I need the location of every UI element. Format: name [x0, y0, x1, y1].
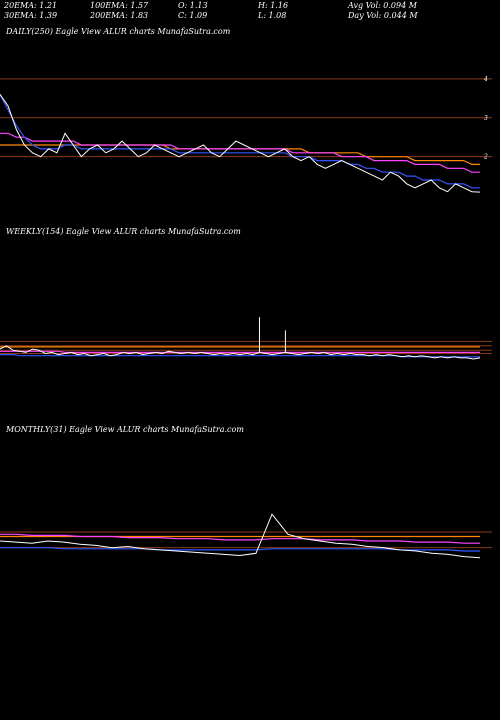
avg-vol-stat: Avg Vol: 0.094 M — [348, 1, 417, 10]
ema20-stat: 20EMA: 1.21 — [4, 1, 58, 10]
daily-ytick-label: 2 — [483, 154, 488, 161]
open-stat: O: 1.13 — [178, 1, 208, 10]
daily-ytick-label: 3 — [484, 115, 488, 122]
daily-ema_blue-line — [0, 94, 480, 189]
ema200-stat: 200EMA: 1.83 — [90, 11, 149, 20]
daily-ema_magenta-line — [0, 132, 480, 173]
daily-panel-title: DAILY(250) Eagle View ALUR charts Munafa… — [6, 27, 231, 36]
monthly-panel-title: MONTHLY(31) Eagle View ALUR charts Munaf… — [6, 425, 244, 434]
ema100-stat: 100EMA: 1.57 — [90, 1, 149, 10]
daily-ytick-label: 4 — [483, 76, 488, 83]
weekly-price-line — [0, 345, 481, 360]
low-stat: L: 1.08 — [258, 11, 287, 20]
weekly-ema_magenta-line — [0, 350, 480, 353]
daily-price-line — [0, 94, 481, 193]
weekly-panel-title: WEEKLY(154) Eagle View ALUR charts Munaf… — [6, 227, 241, 236]
monthly-ema_magenta-line — [0, 533, 480, 544]
close-stat: C: 1.09 — [178, 11, 208, 20]
high-stat: H: 1.16 — [258, 1, 289, 10]
ema30-stat: 30EMA: 1.39 — [4, 11, 58, 20]
stats-header: 20EMA: 1.21 100EMA: 1.57 O: 1.13 H: 1.16… — [0, 0, 500, 22]
monthly-price-line — [0, 513, 481, 559]
day-vol-stat: Day Vol: 0.044 M — [348, 11, 418, 20]
